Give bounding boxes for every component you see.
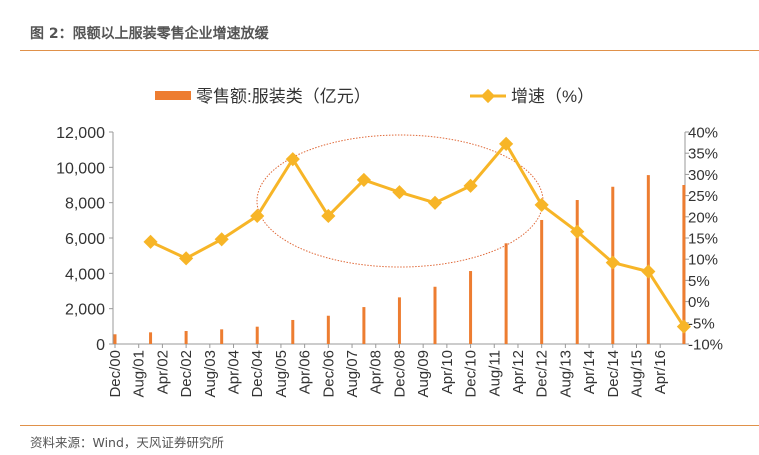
- x-axis-tick-label: Aug/09: [415, 350, 432, 398]
- bar: [113, 334, 117, 344]
- x-axis-tick-label: Dec/10: [463, 350, 480, 398]
- growth-point: [143, 234, 158, 249]
- x-axis-tick-label: Aug/13: [557, 350, 574, 398]
- bar: [469, 271, 473, 344]
- x-axis-tick-label: Dec/14: [605, 350, 622, 398]
- right-axis-tick-label: -5%: [688, 315, 715, 332]
- bar: [575, 200, 579, 344]
- right-axis-tick-label: 5%: [688, 273, 710, 290]
- highlight-ellipse: [256, 134, 544, 268]
- growth-point: [676, 319, 691, 334]
- growth-point: [356, 172, 371, 187]
- right-axis-tick-label: 0%: [688, 294, 710, 311]
- bar: [646, 175, 650, 344]
- x-axis-tick-label: Dec/00: [107, 350, 124, 398]
- bar: [291, 319, 295, 344]
- x-axis-tick-label: Aug/01: [131, 350, 148, 398]
- x-axis-tick-label: Apr/08: [368, 350, 385, 394]
- x-axis-tick-label: Dec/02: [178, 350, 195, 398]
- title-divider: [20, 50, 759, 51]
- legend-line-marker: [480, 88, 496, 104]
- left-axis-tick-label: 0: [96, 337, 105, 354]
- bar: [184, 331, 188, 344]
- bar: [397, 297, 401, 344]
- right-axis-tick-label: -10%: [688, 337, 723, 354]
- x-axis-tick-label: Apr/14: [581, 350, 598, 394]
- growth-line: [149, 142, 686, 328]
- left-axis-tick-label: 12,000: [56, 125, 105, 142]
- x-axis-tick-label: Apr/12: [510, 350, 527, 394]
- growth-point: [570, 224, 585, 239]
- right-axis-tick-label: 20%: [688, 209, 718, 226]
- legend-bar-swatch: [155, 91, 191, 100]
- legend: 零售额:服装类（亿元） 增速（%）: [155, 87, 594, 106]
- x-axis-tick-label: Apr/16: [652, 350, 669, 394]
- x-axis-tick-label: Apr/04: [226, 350, 243, 394]
- left-axis-tick-label: 6,000: [65, 231, 105, 248]
- growth-point: [427, 195, 443, 210]
- x-axis-tick-label: Dec/06: [320, 350, 337, 398]
- x-axis-tick-label: Aug/11: [486, 350, 503, 396]
- left-axis-tick-label: 10,000: [56, 160, 105, 177]
- bar: [149, 332, 153, 344]
- right-axis-tick-label: 30%: [688, 167, 718, 184]
- legend-bar-label: 零售额:服装类（亿元）: [196, 87, 371, 106]
- growth-point: [285, 152, 300, 167]
- right-axis-tick-label: 40%: [688, 125, 718, 142]
- legend-line-label: 增速（%）: [511, 87, 594, 106]
- x-axis-tick-label: Dec/08: [391, 350, 408, 398]
- bar: [362, 307, 366, 344]
- x-axis-tick-label: Apr/10: [439, 350, 456, 394]
- x-axis-tick-label: Apr/02: [154, 350, 171, 394]
- left-axis-tick-label: 2,000: [65, 302, 105, 319]
- right-axis-tick-label: 15%: [688, 231, 718, 248]
- x-axis-tick-label: Aug/15: [628, 350, 645, 398]
- growth-point: [463, 178, 478, 193]
- left-axis-tick-label: 4,000: [65, 266, 105, 283]
- bar: [255, 326, 259, 344]
- x-axis-tick-label: Apr/06: [297, 350, 314, 394]
- growth-point: [250, 208, 265, 224]
- bar: [682, 185, 686, 344]
- figure-title: 图 2：限额以上服装零售企业增速放缓: [30, 26, 269, 42]
- x-axis-tick-label: Dec/12: [534, 350, 551, 398]
- left-axis-tick-label: 8,000: [65, 196, 105, 213]
- right-axis-tick-label: 25%: [688, 188, 718, 205]
- bar: [504, 243, 508, 344]
- bar: [433, 286, 437, 344]
- x-axis-tick-label: Aug/07: [344, 350, 361, 398]
- bar: [220, 329, 224, 344]
- x-axis-tick-label: Aug/03: [202, 350, 219, 398]
- right-axis-tick-label: 35%: [688, 146, 718, 163]
- growth-point: [641, 264, 656, 279]
- growth-point: [392, 185, 407, 200]
- right-axis-tick-label: 10%: [688, 252, 718, 269]
- bar: [540, 219, 544, 344]
- source-note: 资料来源：Wind，天风证券研究所: [30, 435, 224, 450]
- growth-point: [179, 251, 194, 266]
- growth-point: [214, 232, 229, 247]
- growth-point: [605, 255, 620, 270]
- growth-point: [321, 208, 336, 224]
- x-axis-tick-label: Aug/05: [273, 350, 290, 398]
- bar: [326, 315, 330, 344]
- x-axis-tick-label: Dec/04: [249, 350, 266, 398]
- growth-point: [534, 197, 549, 212]
- growth-point: [499, 136, 514, 151]
- footer-divider: [20, 425, 759, 426]
